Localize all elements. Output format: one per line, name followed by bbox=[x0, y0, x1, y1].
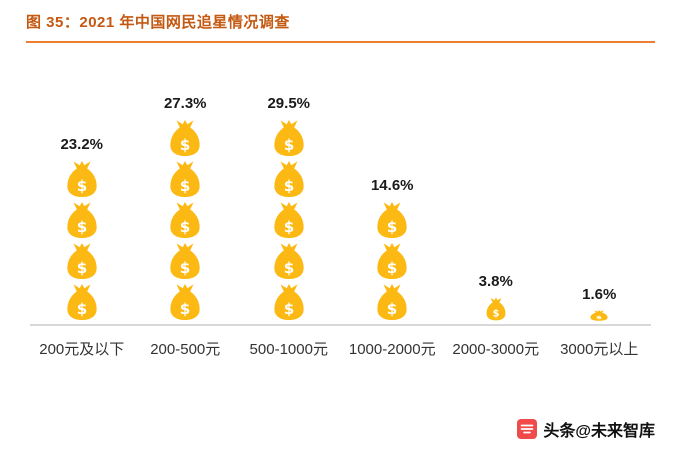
svg-text:$: $ bbox=[387, 218, 398, 236]
money-bag-icon: $ bbox=[170, 201, 200, 239]
svg-text:$: $ bbox=[283, 259, 294, 277]
bar-value-label: 23.2% bbox=[60, 136, 104, 153]
money-bag-icon: $ bbox=[377, 283, 407, 321]
bar-column: 14.6% $ $ $ bbox=[341, 177, 445, 321]
money-bag-stack: $ $ $ $ $ bbox=[272, 119, 306, 321]
svg-text:$: $ bbox=[76, 177, 87, 195]
svg-text:$: $ bbox=[596, 315, 602, 321]
category-label: 1000-2000元 bbox=[348, 341, 436, 358]
bar-value-label: 29.5% bbox=[267, 95, 311, 112]
svg-text:$: $ bbox=[76, 259, 87, 277]
money-bag-icon: $ bbox=[170, 283, 200, 321]
bar-value-label: 14.6% bbox=[370, 177, 414, 194]
svg-text:$: $ bbox=[76, 300, 87, 318]
bar-value-label: 3.8% bbox=[478, 273, 513, 290]
money-bag-stack: $ bbox=[485, 297, 507, 321]
bar-column: 3.8% $ bbox=[444, 273, 548, 321]
chart-title: 图 35：2021 年中国网民追星情况调查 bbox=[26, 14, 290, 31]
money-bag-icon: $ bbox=[377, 201, 407, 239]
money-bag-icon: $ bbox=[377, 242, 407, 280]
svg-text:$: $ bbox=[387, 300, 398, 318]
money-bag-icon: $ bbox=[274, 242, 304, 280]
money-bag-icon: $ bbox=[67, 283, 97, 321]
svg-text:$: $ bbox=[283, 177, 294, 195]
category-label: 200元及以下 bbox=[39, 341, 125, 358]
money-bag-icon: $ bbox=[67, 201, 97, 239]
category-label: 3000元以上 bbox=[560, 341, 639, 358]
money-bag-stack: $ $ $ bbox=[375, 201, 409, 321]
bars-area: 23.2% $ $ $ $27.3% $ $ $ $ $29.5% $ $ $ $ $14.6% $ $ $3.8… bbox=[30, 59, 651, 321]
svg-text:$: $ bbox=[180, 177, 191, 195]
money-bag-icon: $ bbox=[170, 119, 200, 157]
bar-value-label: 1.6% bbox=[582, 286, 617, 303]
bar-value-label: 27.3% bbox=[163, 95, 207, 112]
bar-column: 23.2% $ $ $ $ bbox=[30, 136, 134, 321]
bar-column: 27.3% $ $ $ $ $ bbox=[134, 95, 238, 321]
money-bag-icon: $ bbox=[274, 160, 304, 198]
svg-text:$: $ bbox=[283, 218, 294, 236]
svg-text:$: $ bbox=[76, 218, 87, 236]
svg-text:$: $ bbox=[180, 218, 191, 236]
money-bag-icon: $ bbox=[274, 119, 304, 157]
pictogram-bar-chart: 23.2% $ $ $ $27.3% $ $ $ $ $29.5% $ $ $ $ $14.6% $ $ $3.8… bbox=[30, 59, 651, 359]
money-bag-stack: $ bbox=[589, 310, 609, 321]
category-label: 200-500元 bbox=[150, 341, 221, 358]
money-bag-stack: $ $ $ $ bbox=[65, 160, 99, 321]
money-bag-icon: $ bbox=[170, 242, 200, 280]
money-bag-icon: $ bbox=[486, 297, 506, 321]
svg-text:$: $ bbox=[180, 136, 191, 154]
svg-text:$: $ bbox=[283, 136, 294, 154]
watermark: 头条@未来智库 bbox=[517, 417, 655, 441]
bar-column: 29.5% $ $ $ $ $ bbox=[237, 95, 341, 321]
money-bag-stack: $ $ $ $ $ bbox=[168, 119, 202, 321]
svg-text:$: $ bbox=[180, 259, 191, 277]
x-axis-line bbox=[30, 324, 651, 326]
title-divider bbox=[26, 41, 655, 43]
category-label: 2000-3000元 bbox=[452, 341, 540, 358]
toutiao-logo-icon bbox=[517, 419, 538, 439]
money-bag-icon: $ bbox=[170, 160, 200, 198]
money-bag-icon: $ bbox=[274, 283, 304, 321]
money-bag-icon: $ bbox=[67, 160, 97, 198]
svg-text:$: $ bbox=[387, 259, 398, 277]
svg-text:$: $ bbox=[283, 300, 294, 318]
category-labels-row: 200元及以下 200-500元 500-1000元 1000-2000元 2000-3… bbox=[30, 338, 651, 359]
money-bag-icon: $ bbox=[67, 242, 97, 280]
chart-header: 图 35：2021 年中国网民追星情况调查 bbox=[0, 0, 681, 32]
svg-text:$: $ bbox=[180, 300, 191, 318]
money-bag-icon: $ bbox=[590, 310, 608, 321]
watermark-text: 头条@未来智库 bbox=[543, 423, 655, 440]
money-bag-icon: $ bbox=[274, 201, 304, 239]
category-label: 500-1000元 bbox=[249, 341, 328, 358]
bar-column: 1.6% $ bbox=[548, 286, 652, 321]
svg-text:$: $ bbox=[492, 309, 499, 320]
